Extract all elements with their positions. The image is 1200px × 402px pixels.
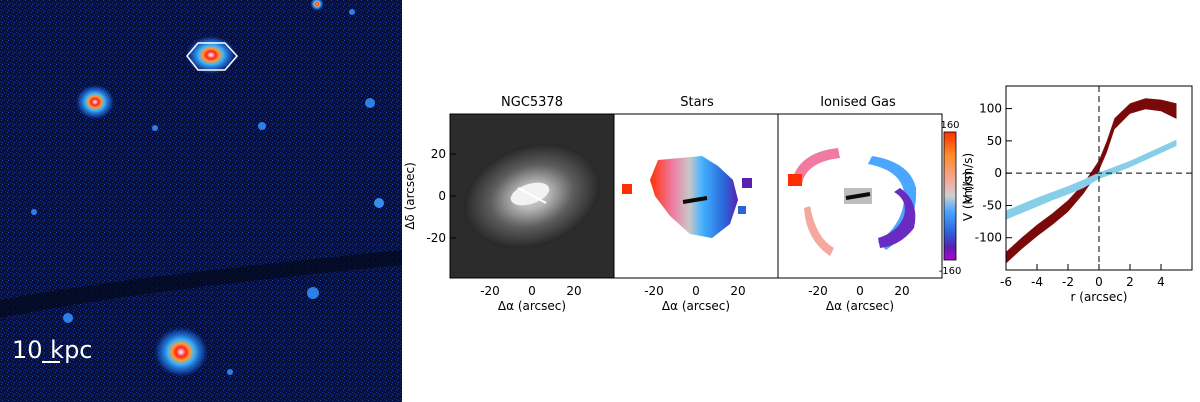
map-title-galaxy: NGC5378	[501, 95, 563, 110]
colorbar-max: 160	[940, 120, 959, 131]
gas-arc-right-purple	[878, 188, 916, 248]
dark-lane	[0, 250, 402, 318]
star	[63, 313, 73, 323]
deep-image-panel: 10 kpc	[0, 0, 402, 402]
pa-line-stars	[682, 196, 708, 204]
galaxy-bottom	[153, 326, 209, 378]
star	[365, 98, 375, 108]
x-axis-label: Δα (arcsec)	[826, 299, 894, 313]
star	[31, 209, 37, 215]
y-tick-label: -50	[982, 198, 1002, 212]
map-title-gas: Ionised Gas	[820, 95, 896, 110]
fov-hexagon	[186, 42, 239, 71]
y-tick-label: -20	[426, 231, 446, 245]
y-tick-label: 0	[994, 166, 1002, 180]
x-tick-label: -6	[1000, 275, 1012, 289]
x-tick-label: -20	[644, 284, 664, 298]
target-galaxy	[185, 35, 237, 75]
x-axis-label: r (arcsec)	[1071, 290, 1128, 304]
gas-arc-left	[792, 148, 840, 184]
x-tick-label: 0	[528, 284, 536, 298]
y-tick-label: 20	[431, 147, 446, 161]
x-tick-label: 20	[566, 284, 581, 298]
rotation-curve-chart: -6 -4 -2 0 2 4 -100 -50 0 50 100 r (arcsec) V (km/s)	[961, 85, 1193, 304]
pa-line-galaxy	[517, 187, 547, 204]
x-tick-label: 2	[1126, 275, 1134, 289]
stars-pixel-clump	[742, 178, 752, 188]
x-tick-label: -4	[1031, 275, 1043, 289]
star	[152, 125, 158, 131]
colorbar-label: V (km/s)	[961, 171, 975, 221]
y-tick-label: 0	[438, 189, 446, 203]
y-axis-label: Δδ (arcsec)	[403, 162, 417, 230]
velocity-colorbar	[943, 131, 957, 261]
x-tick-label: 20	[894, 284, 909, 298]
star	[374, 198, 384, 208]
y-tick-label: 100	[979, 102, 1002, 116]
y-tick-label: -100	[975, 231, 1002, 245]
y-axis-label: V (km/s)	[961, 153, 975, 203]
gas-arc-bottom	[804, 206, 834, 256]
stars-pixel-clump	[622, 184, 632, 194]
star-top	[310, 0, 324, 11]
star	[307, 287, 319, 299]
scale-bar-label: 10 kpc	[12, 336, 93, 364]
galaxy-upper-left	[75, 84, 115, 120]
x-axis-label: Δα (arcsec)	[662, 299, 730, 313]
star	[349, 9, 355, 15]
gas-arc-left-red	[788, 174, 802, 186]
x-tick-label: 0	[692, 284, 700, 298]
x-tick-label: 20	[730, 284, 745, 298]
y-tick-label: 50	[987, 134, 1002, 148]
star	[258, 122, 266, 130]
x-tick-label: 4	[1157, 275, 1165, 289]
kinematic-maps-panel: NGC5378 Stars Ionised Gas 160 -160 V (km…	[403, 95, 975, 313]
x-tick-label: 0	[1095, 275, 1103, 289]
series-band-1	[1006, 139, 1177, 220]
colorbar-min: -160	[939, 266, 962, 277]
x-axis-label: Δα (arcsec)	[498, 299, 566, 313]
stars-velocity-map	[650, 156, 738, 238]
x-tick-label: -20	[480, 284, 500, 298]
star	[227, 369, 233, 375]
stars-pixel-clump	[738, 206, 746, 214]
x-tick-label: 0	[856, 284, 864, 298]
pa-line-gas	[845, 192, 871, 200]
y-ticks	[450, 153, 456, 239]
x-tick-label: -20	[808, 284, 828, 298]
map-title-stars: Stars	[680, 95, 714, 110]
x-tick-label: -2	[1062, 275, 1074, 289]
